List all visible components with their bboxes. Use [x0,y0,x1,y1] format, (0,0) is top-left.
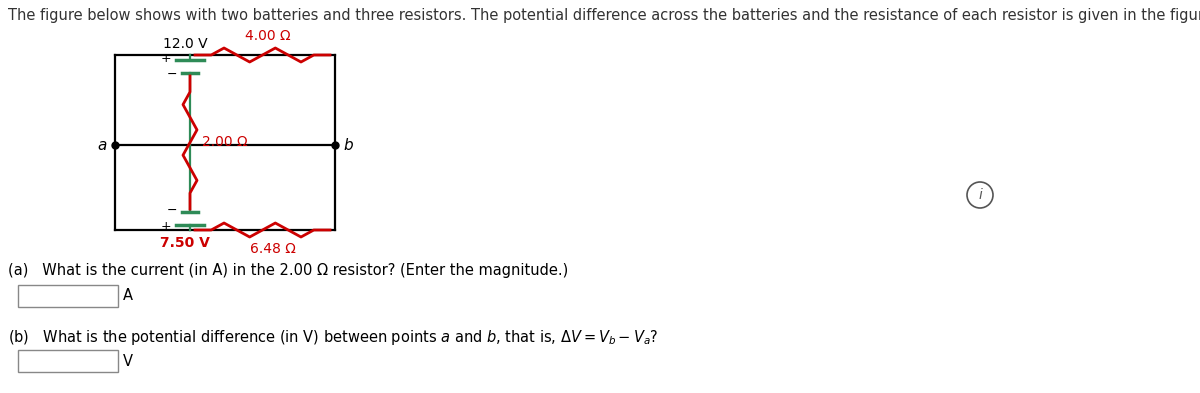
Text: The figure below shows with two batteries and three resistors. The potential dif: The figure below shows with two batterie… [8,8,1200,23]
FancyBboxPatch shape [18,285,118,307]
FancyBboxPatch shape [18,350,118,372]
Text: a: a [97,138,107,152]
Text: 7.50 V: 7.50 V [160,236,210,250]
Text: 2.00 Ω: 2.00 Ω [202,136,247,149]
Text: (a)   What is the current (in A) in the 2.00 Ω resistor? (Enter the magnitude.): (a) What is the current (in A) in the 2.… [8,263,569,278]
Text: (b)   What is the potential difference (in V) between points $a$ and $b$, that i: (b) What is the potential difference (in… [8,328,659,347]
Text: +: + [161,51,172,64]
Text: i: i [978,188,982,202]
Text: 12.0 V: 12.0 V [163,37,208,51]
Text: 4.00 Ω: 4.00 Ω [245,29,290,43]
Text: 6.48 Ω: 6.48 Ω [250,242,295,256]
Text: −: − [167,68,178,81]
Text: +: + [161,220,172,233]
Text: b: b [343,138,353,152]
Text: A: A [124,288,133,303]
Text: −: − [167,204,178,217]
Text: V: V [124,353,133,369]
